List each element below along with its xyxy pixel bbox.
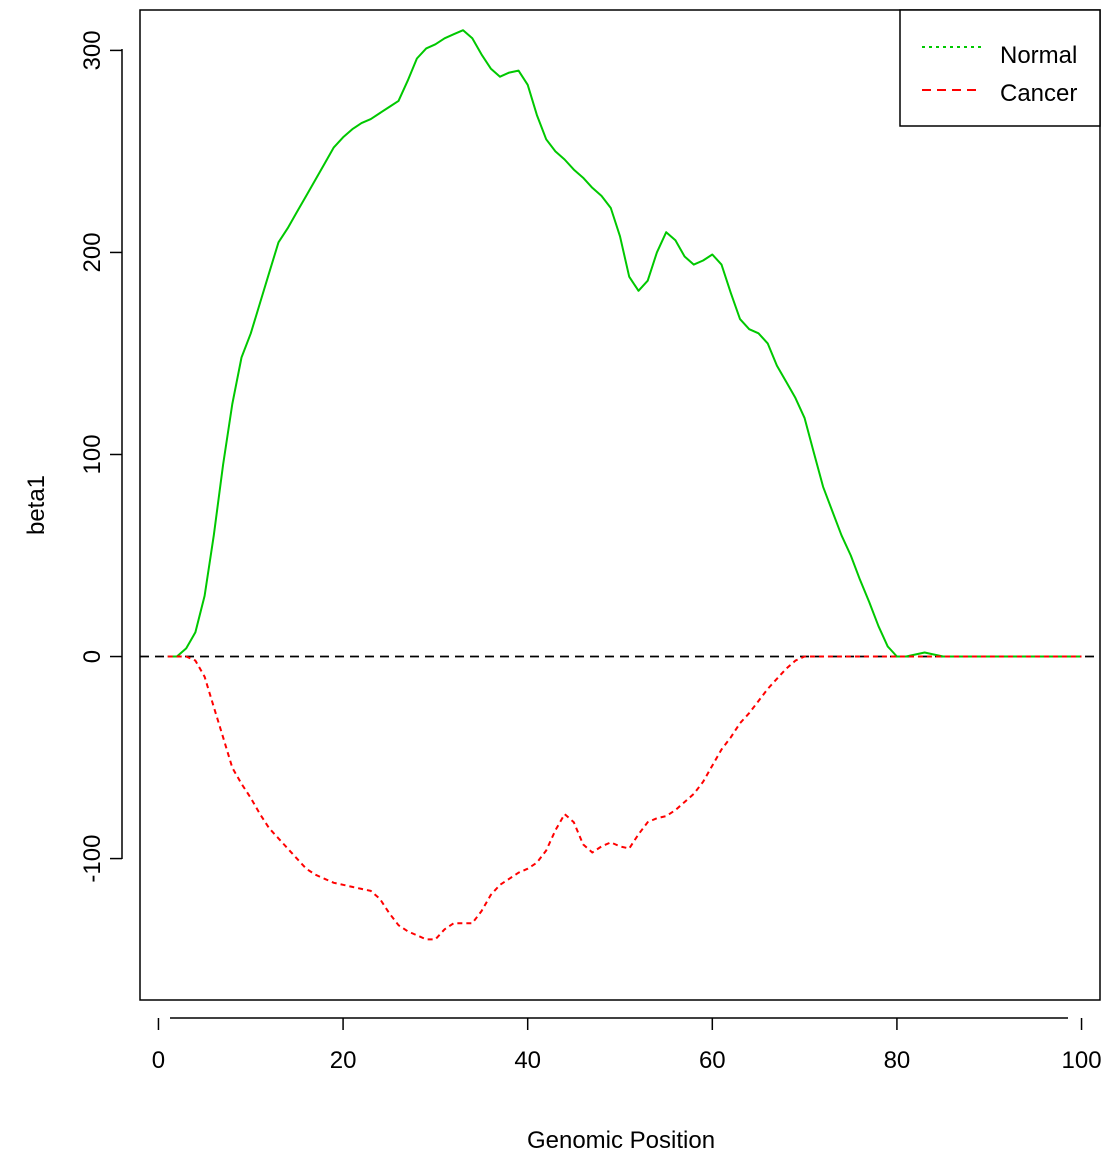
x-tick-label: 0 (152, 1047, 165, 1074)
series-line-cancer (167, 655, 1082, 941)
legend-box (899, 9, 1101, 127)
x-axis: 0 20 40 60 80 100 (152, 1017, 1102, 1074)
y-tick-label: -100 (79, 835, 106, 883)
x-tick-label: 40 (514, 1047, 541, 1074)
series-line-normal (167, 29, 1082, 658)
x-tick-label: 80 (884, 1047, 911, 1074)
series-layer (167, 29, 1082, 941)
x-axis-label: Genomic Position (527, 1127, 715, 1154)
plot-frame (139, 9, 1101, 1001)
legend: Normal Cancer (899, 9, 1101, 127)
y-tick-label: 300 (79, 30, 106, 70)
y-axis: -100 0 100 200 300 (79, 30, 123, 883)
y-tick-label: 0 (79, 650, 106, 663)
y-tick-label: 100 (79, 434, 106, 474)
y-tick-label: 200 (79, 232, 106, 272)
y-axis-label: beta1 (23, 475, 50, 535)
x-tick-label: 60 (699, 1047, 726, 1074)
legend-cancer-label: Cancer (1000, 80, 1077, 107)
legend-normal-label: Normal (1000, 42, 1077, 69)
x-tick-label: 20 (330, 1047, 357, 1074)
x-tick-label: 100 (1062, 1047, 1102, 1074)
